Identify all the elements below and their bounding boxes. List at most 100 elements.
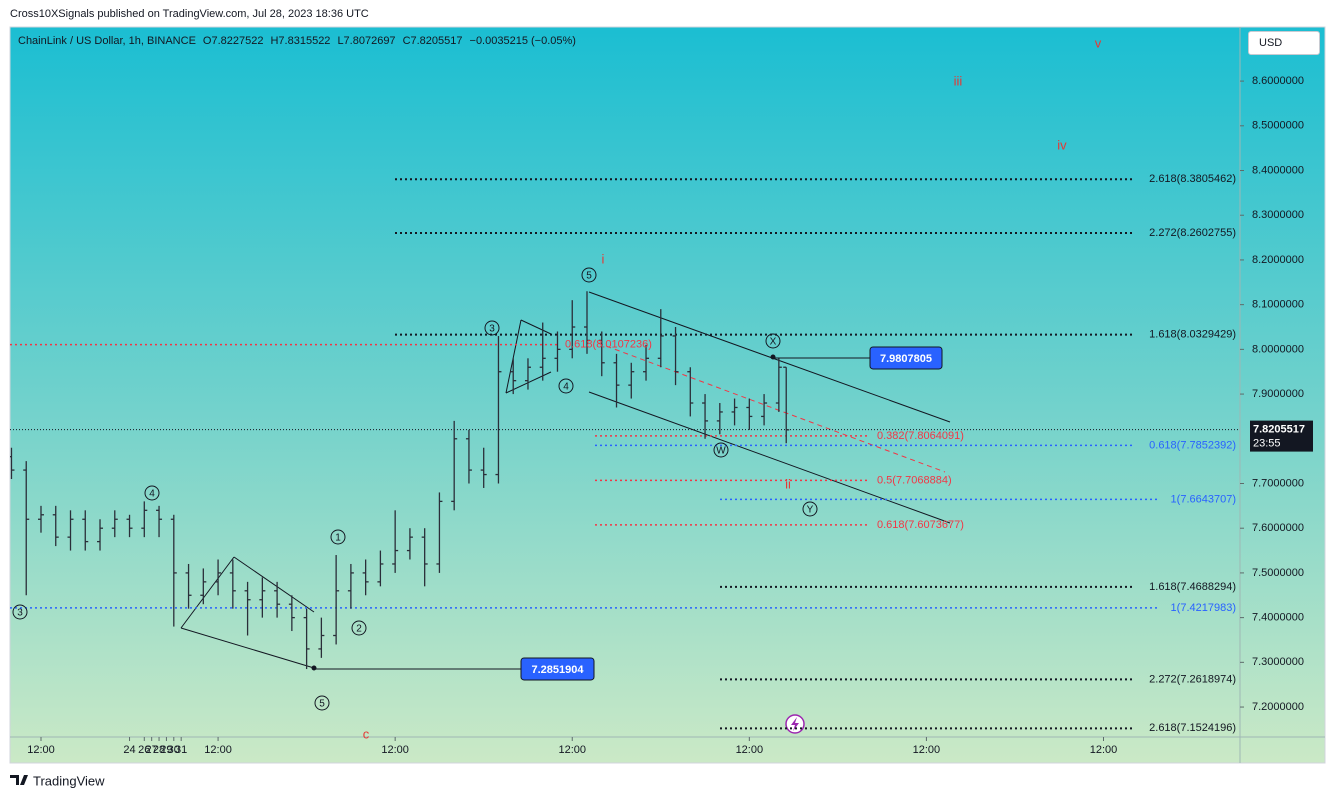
ohlc-bar [244,581,251,636]
ohlc-bar [761,394,768,426]
triangle-line [520,319,552,335]
ohlc-bar [524,358,531,390]
ohlc-bar [451,420,458,511]
level-label: 1(7.4217983) [1171,602,1236,614]
ohlc-bar [141,501,148,538]
ohlc-bar [436,492,443,573]
last-price-label: 7.8205517 [1253,423,1305,435]
wedge-line [180,556,235,629]
wedge-line [233,556,315,613]
wave-label: iii [954,73,963,88]
wave-circle [765,333,781,349]
ohlc-bar [716,403,723,435]
ohlc-bar [52,505,59,547]
y-tick-label: 8.2000000 [1252,254,1304,266]
chart-panel [9,26,1326,764]
ohlc-bar [392,510,399,573]
ohlc-bar [185,563,192,609]
wave-label: X [770,337,777,348]
wave-circle [802,501,818,517]
wave-circle [558,378,574,394]
ohlc-bar [333,555,340,645]
y-tick-label: 8.6000000 [1252,75,1304,87]
wave-circle [484,320,500,336]
ohlc-open: O7.8227522 [202,35,264,47]
wave-label: 3 [489,324,495,335]
drawings [180,291,951,671]
level-label: 1.618(8.0329429) [1149,329,1236,341]
y-tick-label: 7.3000000 [1252,656,1304,668]
alert-bolt [791,717,799,731]
ohlc-bar [82,510,89,551]
wave-label: iv [1057,137,1067,152]
ohlc-bar [510,358,517,395]
level-label: 1.618(7.4688294) [1149,581,1236,593]
x-tick-label: 28 [153,744,165,756]
wave-label: 1 [335,533,341,544]
level-label: 1(7.6643707) [1171,493,1236,505]
legend: ChainLink / US Dollar, 1h, BINANCE O7.82… [18,35,576,47]
countdown-label: 23:55 [1253,437,1281,449]
wave-circle [713,442,729,458]
ohlc-bar [657,309,664,368]
wave-label: i [602,251,605,266]
level-label: 0.5(7.7068884) [877,474,952,486]
level-label: 0.618(7.7852392) [1149,439,1236,451]
ohlc-bar [23,461,30,596]
level-label: 0.618(7.6073677) [877,519,964,531]
ohlc-bar [702,394,709,439]
ohlc-bar [643,344,650,381]
ohlc-low: L7.8072697 [337,35,396,47]
ohlc-bar [274,581,281,618]
ohlc-bar [598,331,605,377]
ohlc-bar [539,322,546,381]
ohlc-bar [584,291,591,354]
ohlc-high: H7.8315522 [270,35,331,47]
ohlc-bar [775,358,782,412]
wave-label: v [1095,35,1102,50]
y-tick-label: 7.9000000 [1252,388,1304,400]
level-label: 0.382(7.8064091) [877,430,964,442]
ohlc-bar [628,362,635,399]
ohlc-bar [613,353,620,408]
ohlc-bar [37,505,44,533]
ohlc-bar [746,398,753,430]
ohlc-bar [170,514,177,627]
channel-midline [597,342,946,473]
y-tick-label: 7.6000000 [1252,522,1304,534]
ohlc-bar [67,510,74,551]
x-tick-label: 30 [168,744,180,756]
ohlc-bar [126,514,133,538]
wave-label: W [716,446,726,457]
ohlc-bar [288,595,295,632]
ohlc-bar [318,617,325,658]
x-tick-label: 12:00 [381,744,409,756]
channel-line [588,291,951,423]
ohlc-bar [111,510,118,538]
y-tick-label: 7.5000000 [1252,567,1304,579]
level-label: 2.618(8.3805462) [1149,173,1236,185]
wave-circle [144,485,160,501]
y-tick-label: 8.4000000 [1252,164,1304,176]
level-label: 0.618(8.0107236) [565,338,652,350]
currency-button[interactable]: USD [1248,31,1320,55]
wave-label: 4 [563,382,569,393]
x-tick-label: 12:00 [204,744,232,756]
x-tick-label: 12:00 [736,744,764,756]
publisher-line: Cross10XSignals published on TradingView… [10,8,369,20]
y-tick-label: 8.0000000 [1252,343,1304,355]
footer: TradingView [10,773,105,788]
wedge-line [180,627,315,669]
ohlc-bar [259,577,266,618]
ohlc-bar [495,335,502,484]
brand-name: TradingView [33,773,105,788]
price-tag-box [520,657,595,681]
price-tag-box [869,346,943,370]
x-tick-label: 26 [138,744,150,756]
ohlc-bar [783,366,790,444]
x-tick-label: 12:00 [913,744,941,756]
ohlc-bar [200,568,207,605]
ohlc-close: C7.8205517 [402,35,463,47]
wave-label: 5 [586,271,592,282]
